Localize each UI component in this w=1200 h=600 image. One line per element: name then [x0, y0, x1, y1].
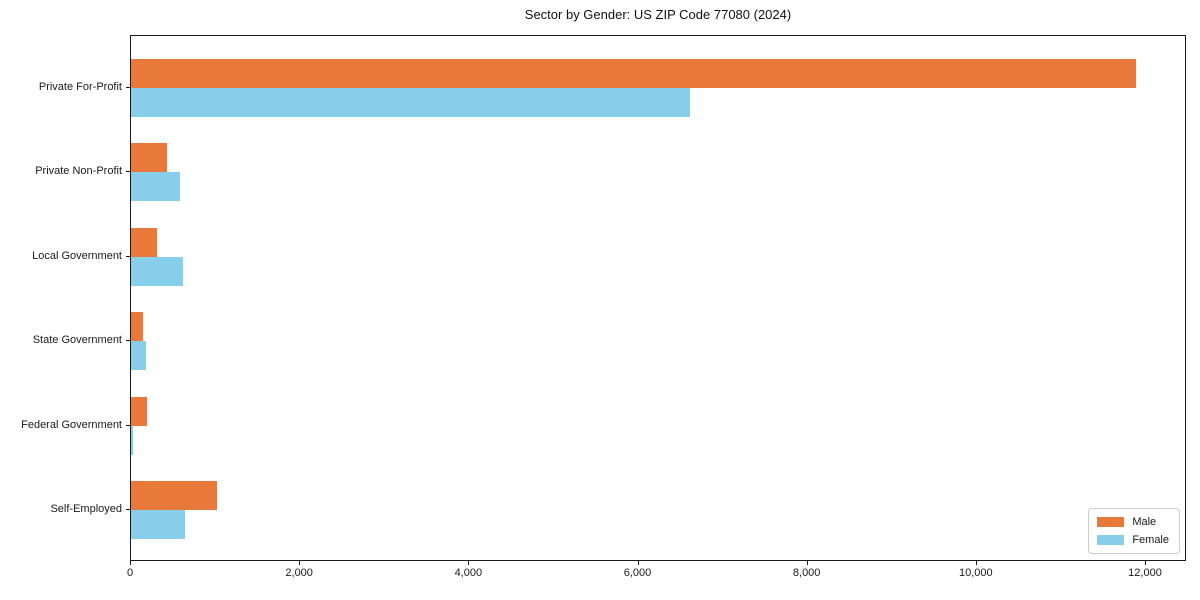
y-axis-tick	[126, 424, 130, 426]
x-axis-tick-label: 2,000	[285, 567, 313, 579]
legend-label: Male	[1132, 516, 1157, 528]
x-axis-tick	[468, 561, 470, 565]
legend-label: Female	[1132, 534, 1169, 546]
x-axis-tick	[637, 561, 639, 565]
legend-swatch-male	[1097, 517, 1125, 527]
x-axis-tick-label: 8,000	[792, 567, 821, 579]
y-axis-category-label: Federal Government	[21, 418, 122, 431]
bar-male	[131, 481, 218, 510]
plot-area: Male Female	[130, 35, 1186, 561]
y-axis-category-label: State Government	[32, 334, 122, 347]
bar-female	[131, 256, 183, 286]
bar-male	[131, 396, 147, 426]
x-axis-tick-label: 0	[126, 567, 134, 579]
bar-male	[131, 143, 168, 173]
legend-swatch-female	[1097, 535, 1125, 545]
y-axis-category-label: Local Government	[32, 249, 122, 262]
bar-male	[131, 59, 1136, 88]
y-axis-tick	[126, 171, 130, 173]
bar-female	[131, 510, 186, 539]
x-axis-tick-label: 12,000	[1128, 567, 1162, 579]
bar-male	[131, 227, 158, 257]
bar-female	[131, 425, 134, 455]
y-axis-category-label: Self-Employed	[50, 503, 122, 515]
x-axis-tick-label: 4,000	[454, 567, 483, 579]
x-axis-tick	[975, 561, 977, 565]
y-axis-tick	[126, 340, 130, 342]
bar-male	[131, 312, 143, 342]
legend: Male Female	[1088, 508, 1180, 554]
x-axis-tick	[1145, 561, 1146, 565]
chart-title: Sector by Gender: US ZIP Code 77080 (202…	[524, 7, 792, 22]
bar-female	[131, 88, 691, 117]
y-axis-category-label: Private Non-Profit	[35, 165, 122, 178]
bar-female	[131, 172, 181, 202]
x-axis-tick-label: 10,000	[959, 567, 993, 579]
y-axis-tick	[126, 509, 130, 510]
x-axis-tick-label: 6,000	[623, 567, 652, 579]
y-axis-category-label: Private For-Profit	[38, 81, 122, 93]
bar-female	[131, 341, 146, 371]
x-axis-tick	[299, 561, 301, 565]
x-axis-tick	[806, 561, 808, 565]
x-axis-tick	[130, 561, 131, 565]
y-axis-tick	[126, 87, 130, 88]
y-axis-tick	[126, 255, 130, 257]
legend-entry-male: Male	[1097, 516, 1169, 528]
legend-entry-female: Female	[1097, 534, 1169, 546]
